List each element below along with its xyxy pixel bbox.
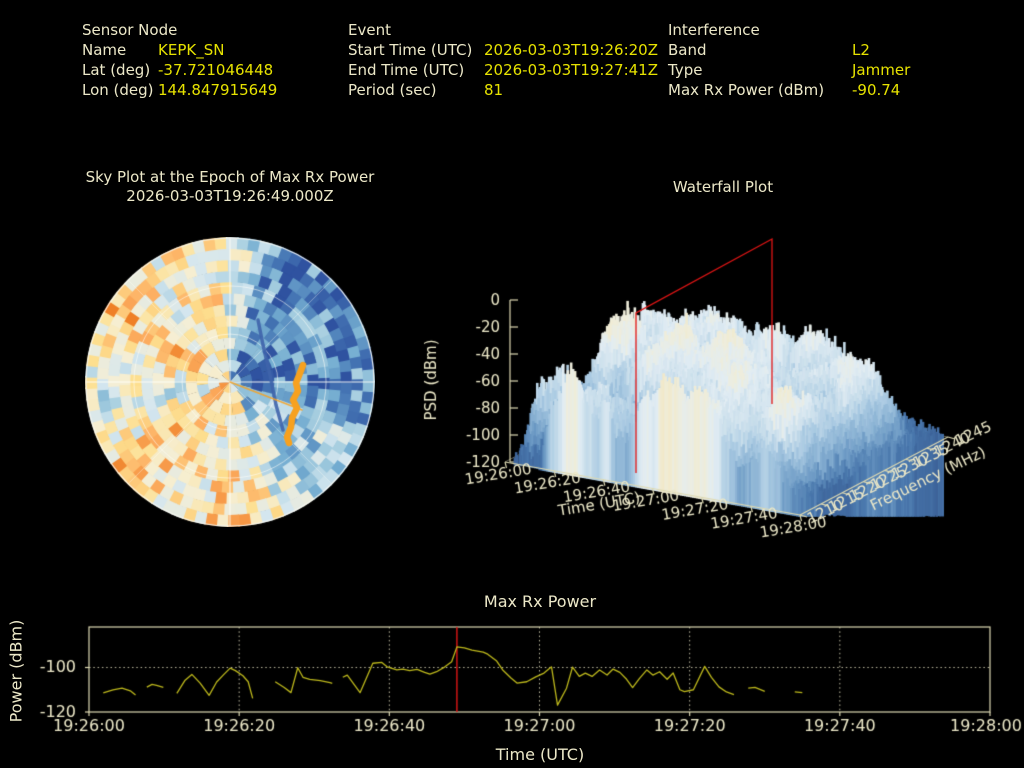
sensor-lat-label: Lat (deg) — [82, 61, 151, 79]
interference-band-row: Band L2 — [668, 40, 910, 60]
interference-maxpower-label: Max Rx Power (dBm) — [668, 81, 825, 99]
interference-type-label: Type — [668, 61, 703, 79]
interference-heading: Interference — [668, 21, 760, 39]
sensor-name-label: Name — [82, 41, 127, 59]
interference-panel: Interference Band L2 Type Jammer Max Rx Po… — [668, 20, 910, 100]
interference-band-label: Band — [668, 41, 707, 59]
event-end-value: 2026-03-03T19:27:41Z — [484, 61, 658, 79]
interference-maxpower-row: Max Rx Power (dBm) -90.74 — [668, 80, 910, 100]
sky-plot-title-line1: Sky Plot at the Epoch of Max Rx Power — [85, 168, 375, 186]
event-heading: Event — [348, 21, 391, 39]
sensor-lat-row: Lat (deg) -37.721046448 — [82, 60, 277, 80]
event-start-label: Start Time (UTC) — [348, 41, 473, 59]
interference-maxpower-value: -90.74 — [852, 81, 901, 99]
sensor-lon-label: Lon (deg) — [82, 81, 154, 99]
waterfall-plot-canvas — [420, 215, 1024, 570]
sensor-node-heading: Sensor Node — [82, 21, 178, 39]
sensor-lat-value: -37.721046448 — [158, 61, 274, 79]
waterfall-title: Waterfall Plot — [672, 178, 774, 196]
sensor-name-value: KEPK_SN — [158, 41, 225, 59]
sky-plot-canvas — [85, 237, 375, 527]
sky-plot-title-line2: 2026-03-03T19:26:49.000Z — [126, 187, 334, 205]
event-panel: Event Start Time (UTC) 2026-03-03T19:26:2… — [348, 20, 658, 100]
sensor-node-panel: Sensor Node Name KEPK_SN Lat (deg) -37.721… — [82, 20, 277, 100]
event-end-label: End Time (UTC) — [348, 61, 465, 79]
interference-type-value: Jammer — [852, 61, 911, 79]
event-period-value: 81 — [484, 81, 504, 99]
sky-plot-title: Sky Plot at the Epoch of Max Rx Power 20… — [86, 168, 375, 206]
sensor-name-row: Name KEPK_SN — [82, 40, 277, 60]
interference-band-value: L2 — [852, 41, 870, 59]
event-period-row: Period (sec) 81 — [348, 80, 658, 100]
event-start-row: Start Time (UTC) 2026-03-03T19:26:20Z — [348, 40, 658, 60]
event-end-row: End Time (UTC) 2026-03-03T19:27:41Z — [348, 60, 658, 80]
sensor-lon-value: 144.847915649 — [158, 81, 278, 99]
interference-type-row: Type Jammer — [668, 60, 910, 80]
event-period-label: Period (sec) — [348, 81, 437, 99]
sensor-lon-row: Lon (deg) 144.847915649 — [82, 80, 277, 100]
event-start-value: 2026-03-03T19:26:20Z — [484, 41, 658, 59]
timeseries-canvas — [0, 585, 1024, 768]
